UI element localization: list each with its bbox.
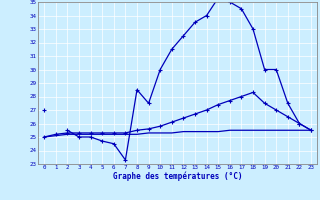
X-axis label: Graphe des températures (°C): Graphe des températures (°C) — [113, 172, 242, 181]
